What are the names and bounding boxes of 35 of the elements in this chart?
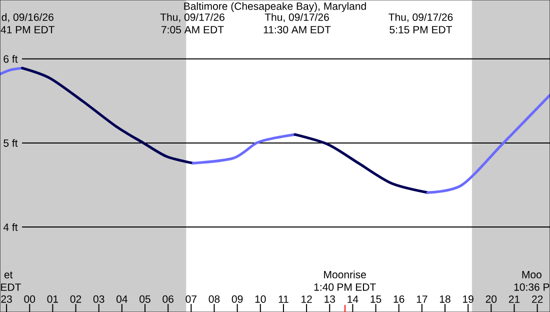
x-tick-label: 08 — [208, 295, 220, 303]
x-tick-label: 12 — [302, 295, 312, 303]
chart-title: Baltimore (Chesapeake Bay), Maryland — [184, 2, 366, 12]
x-tick-label: 11 — [278, 296, 288, 303]
x-tick-label: 22 — [532, 295, 543, 303]
x-tick-label: 15 — [370, 295, 382, 303]
x-tick-label: 19 — [463, 295, 474, 303]
x-tick-label: 17 — [416, 296, 428, 303]
y-tick-label: 6 ft — [4, 55, 18, 63]
x-tick-label: 05 — [140, 295, 150, 303]
x-tick-label: 23 — [1, 295, 12, 303]
x-tick-label: 14 — [348, 296, 358, 303]
x-tick-label: 09 — [232, 295, 243, 303]
annotation: Thu, 09/17/26 11:30 AM EDT — [264, 13, 331, 34]
x-tick-label: 13 — [324, 295, 335, 303]
x-tick-label: 02 — [70, 295, 82, 303]
annotation: Moo 10:36 P — [514, 270, 550, 291]
x-tick-label: 21 — [508, 295, 520, 303]
annotation: Thu, 09/17/26 5:15 PM EDT — [388, 13, 453, 34]
x-tick-label: 06 — [162, 295, 174, 303]
y-tick-label: 5 ft — [4, 139, 18, 147]
annotation: d, 09/16/26 41 PM EDT — [0, 13, 55, 34]
annotation: et EDT — [1, 272, 21, 291]
y-tick-label: 4 ft — [3, 223, 18, 231]
x-tick-label: 04 — [116, 295, 128, 303]
x-tick-label: 00 — [24, 295, 36, 303]
annotation: Moonrise 1:40 PM EDT — [314, 270, 376, 291]
annotation: Thu, 09/17/26 7:05 AM EDT — [160, 13, 224, 34]
x-tick-label: 16 — [394, 295, 404, 303]
x-tick-label: 20 — [486, 295, 497, 303]
x-tick-label: 03 — [93, 295, 104, 303]
x-tick-label: 10 — [255, 295, 266, 303]
x-tick-label: 07 — [186, 295, 196, 303]
x-tick-label: 18 — [440, 295, 450, 303]
x-tick-label: 01 — [47, 295, 58, 303]
